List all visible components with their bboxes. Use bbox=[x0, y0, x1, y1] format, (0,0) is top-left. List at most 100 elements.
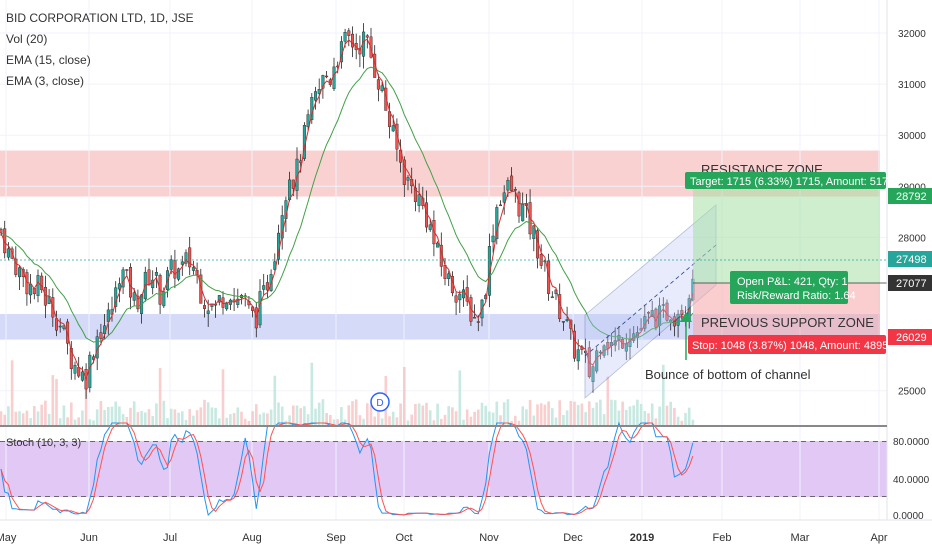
candle-body bbox=[499, 204, 503, 207]
candle-body bbox=[547, 260, 551, 294]
volume-bar bbox=[454, 411, 458, 425]
y-tick-label: 28000 bbox=[898, 233, 926, 244]
candle-body bbox=[262, 285, 266, 290]
candle-body bbox=[495, 207, 499, 239]
target-zone[interactable] bbox=[693, 189, 880, 283]
legend-ema3[interactable]: EMA (3, close) bbox=[6, 74, 84, 88]
volume-bar bbox=[554, 417, 558, 425]
dividend-marker[interactable] bbox=[370, 392, 390, 412]
volume-bar bbox=[325, 413, 328, 425]
candle-body bbox=[510, 175, 514, 191]
volume-bar bbox=[506, 399, 510, 425]
volume-bar bbox=[495, 401, 499, 425]
volume-bar bbox=[462, 419, 465, 425]
stoch-legend[interactable]: Stoch (10, 3, 3) bbox=[6, 437, 81, 449]
volume-bar bbox=[188, 409, 191, 425]
volume-bar bbox=[406, 420, 410, 425]
x-tick-label: Dec bbox=[563, 532, 583, 544]
volume-bar bbox=[199, 407, 203, 425]
candle-body bbox=[40, 275, 44, 291]
volume-bar bbox=[465, 409, 469, 425]
candle-body bbox=[517, 192, 521, 217]
candle-body bbox=[428, 224, 432, 230]
volume-bar bbox=[399, 403, 402, 425]
volume-bar bbox=[269, 409, 273, 425]
target-pill[interactable] bbox=[685, 172, 886, 189]
candle-body bbox=[321, 75, 325, 89]
candle-body bbox=[502, 192, 506, 203]
y-tick-label: 25000 bbox=[898, 387, 926, 398]
volume-bar bbox=[40, 404, 43, 425]
volume-bar bbox=[654, 418, 658, 425]
volume-bar bbox=[192, 415, 195, 425]
volume-bar bbox=[451, 407, 454, 425]
candle-body bbox=[421, 197, 425, 206]
volume-bar bbox=[66, 417, 69, 425]
candle-body bbox=[561, 321, 565, 323]
volume-bar bbox=[380, 418, 384, 425]
candle-body bbox=[306, 114, 310, 128]
volume-bar bbox=[273, 375, 277, 425]
volume-bar bbox=[155, 403, 158, 425]
volume-bar bbox=[14, 411, 18, 425]
volume-bar bbox=[73, 419, 77, 425]
volume-bar bbox=[591, 407, 595, 425]
volume-bar bbox=[680, 420, 684, 425]
candle-body bbox=[391, 125, 395, 132]
candle-body bbox=[99, 332, 103, 339]
svg-text:28792: 28792 bbox=[896, 191, 927, 203]
price-tag-last: 27498 bbox=[888, 251, 932, 267]
volume-bar bbox=[551, 408, 554, 425]
candle-body bbox=[532, 225, 536, 239]
x-tick-label: Oct bbox=[395, 532, 412, 544]
volume-bar bbox=[377, 408, 380, 425]
legend-vol[interactable]: Vol (20) bbox=[6, 32, 47, 46]
volume-bar bbox=[132, 401, 136, 425]
stop-label: Stop: 1048 (3.87%) 1048, Amount: 48952 bbox=[692, 340, 894, 352]
candle-body bbox=[487, 246, 491, 296]
volume-bar bbox=[410, 414, 413, 425]
volume-bar bbox=[610, 399, 613, 425]
stop-pill[interactable] bbox=[688, 335, 886, 354]
volume-bar bbox=[617, 410, 621, 425]
candle-body bbox=[310, 97, 314, 120]
x-tick-label: Jun bbox=[80, 532, 98, 544]
volume-bar bbox=[632, 405, 635, 425]
legend-ema15[interactable]: EMA (15, close) bbox=[6, 53, 91, 67]
candle-body bbox=[413, 187, 417, 202]
volume-bar bbox=[306, 414, 310, 425]
volume-bar bbox=[469, 416, 473, 425]
volume-bar bbox=[181, 411, 184, 425]
volume-bar bbox=[647, 413, 650, 425]
price-tag-entry: 27077 bbox=[888, 275, 932, 291]
volume-bar bbox=[662, 364, 665, 425]
candle-body bbox=[314, 91, 318, 101]
volume-bar bbox=[0, 411, 3, 425]
volume-bar bbox=[510, 420, 513, 425]
volume-bar bbox=[321, 399, 325, 425]
volume-bar bbox=[55, 379, 58, 425]
candle-body bbox=[454, 295, 458, 303]
pnl-pill[interactable] bbox=[730, 271, 848, 304]
volume-bar bbox=[10, 360, 14, 425]
volume-bar bbox=[173, 409, 177, 425]
candle-body bbox=[69, 348, 73, 369]
stoch-tick-label: 40.0000 bbox=[893, 475, 930, 486]
volume-bar bbox=[81, 410, 84, 425]
candle-body bbox=[184, 252, 188, 264]
volume-bar bbox=[658, 406, 661, 425]
volume-bar bbox=[502, 402, 506, 425]
x-tick-label: Apr bbox=[870, 532, 887, 544]
candle-body bbox=[173, 260, 177, 279]
candle-body bbox=[576, 349, 580, 362]
volume-bar bbox=[414, 404, 417, 425]
candle-body bbox=[36, 275, 40, 296]
candle-body bbox=[417, 194, 421, 206]
volume-bar bbox=[288, 415, 291, 425]
candle-body bbox=[458, 293, 462, 301]
volume-bar bbox=[236, 407, 240, 425]
volume-bar bbox=[177, 412, 180, 425]
volume-bar bbox=[477, 409, 480, 425]
volume-bar bbox=[292, 405, 295, 425]
